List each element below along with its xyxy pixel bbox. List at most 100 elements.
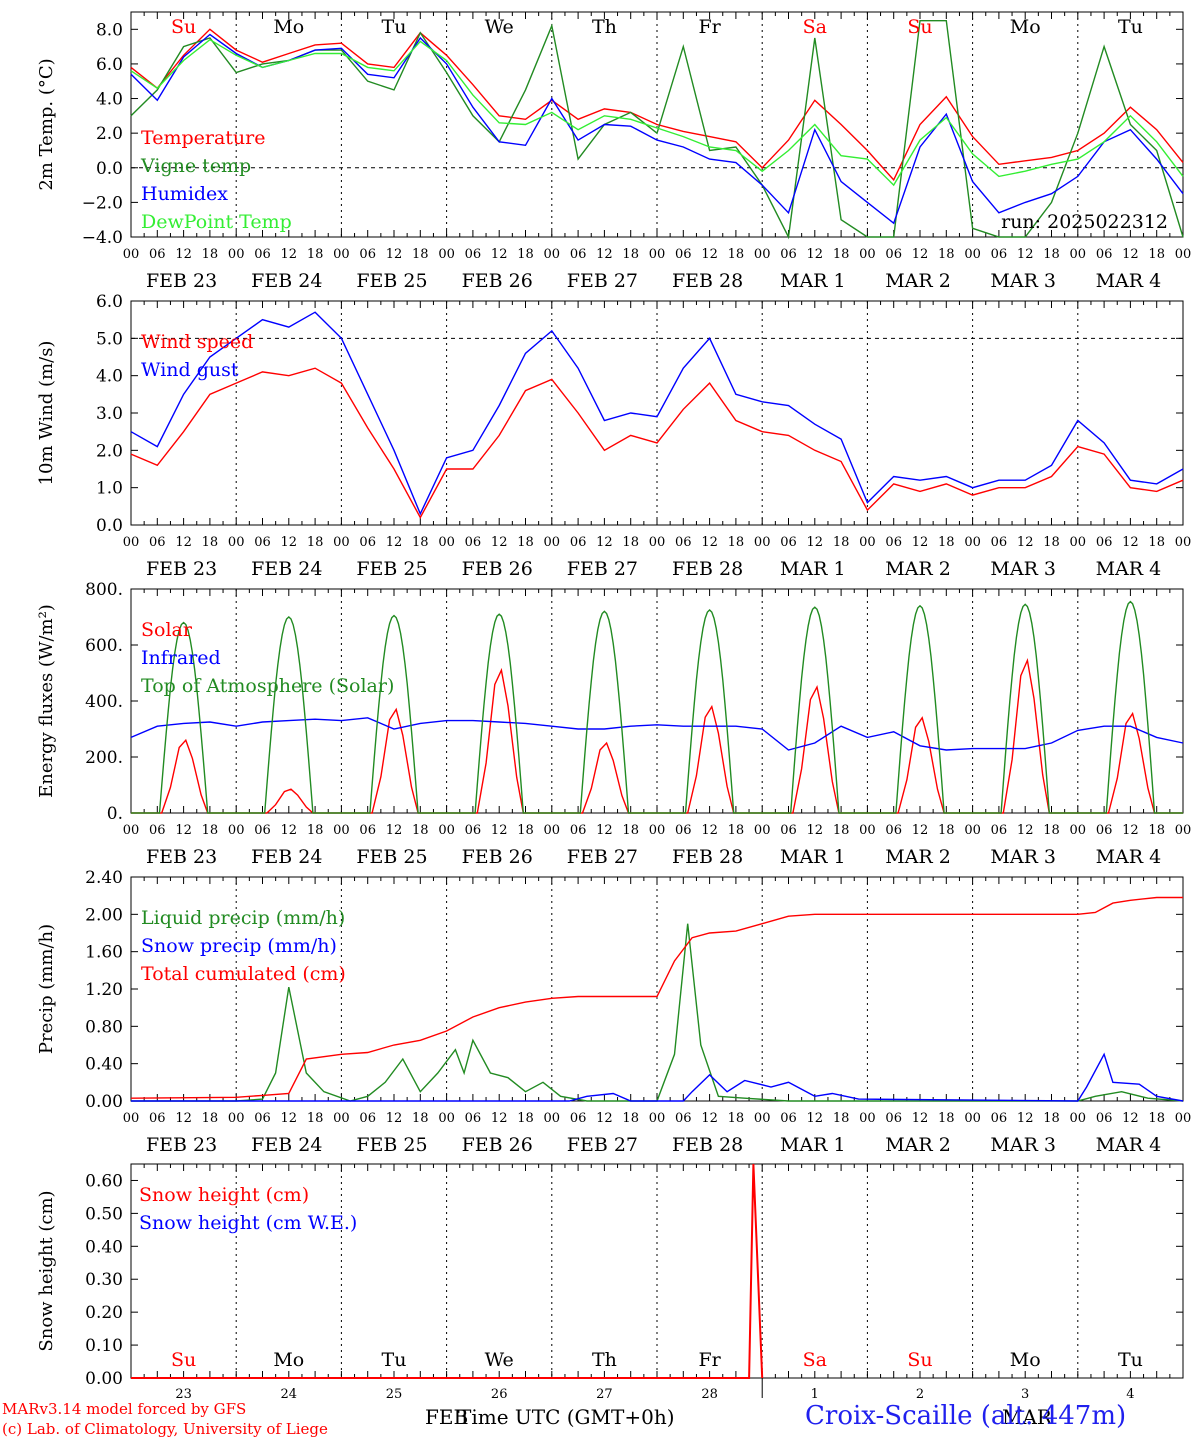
panel1-hour-tick-label: 06: [1096, 247, 1113, 262]
panel4-hour-tick-label: 06: [991, 1111, 1008, 1126]
panel1-y-tick-label: 4.0: [96, 90, 123, 110]
panel4-day-label: FEB 28: [672, 1134, 743, 1156]
panel3-hour-tick-label: 00: [1070, 823, 1087, 838]
panel4-series-snow-precip-mm-h-: [131, 1052, 1184, 1102]
panel3-day-label: MAR 2: [885, 846, 951, 868]
panel1-hour-tick-label: 06: [885, 247, 902, 262]
panel1-hour-tick-label: 18: [728, 247, 745, 262]
panel3-hour-tick-label: 06: [570, 823, 587, 838]
panel4-hour-tick-label: 12: [491, 1111, 508, 1126]
panel1-hour-tick-label: 06: [780, 247, 797, 262]
snow-panel-day-number: 3: [1021, 1387, 1029, 1402]
panel4-hour-tick-label: 00: [859, 1111, 876, 1126]
panel2-hour-tick-label: 12: [807, 535, 824, 550]
panel4-day-label: FEB 23: [146, 1134, 217, 1156]
panel3-hour-tick-label: 18: [307, 823, 324, 838]
panel2-hour-tick-label: 06: [1096, 535, 1113, 550]
panel4-hour-tick-label: 00: [964, 1111, 981, 1126]
panel5-legend-entry: Snow height (cm W.E.): [139, 1212, 357, 1234]
snow-panel-day-number: 24: [281, 1387, 298, 1402]
panel4-hour-tick-label: 00: [123, 1111, 140, 1126]
panel1-day-label: MAR 4: [1096, 270, 1162, 292]
panel3-day-label: MAR 4: [1096, 846, 1162, 868]
panel4-day-label: MAR 1: [780, 1134, 846, 1156]
weekday-label: Tu: [382, 16, 407, 38]
panel2-hour-tick-label: 12: [1017, 535, 1034, 550]
panel4-legend-entry: Snow precip (mm/h): [141, 935, 337, 957]
panel4-hour-tick-label: 12: [1122, 1111, 1139, 1126]
panel3-legend-entry: Infrared: [141, 647, 221, 669]
panel2-day-label: FEB 27: [567, 558, 638, 580]
panel2-hour-tick-label: 06: [780, 535, 797, 550]
snow-panel-day-number: 2: [916, 1387, 924, 1402]
snow-panel-weekday: Mo: [1010, 1349, 1041, 1371]
panel3-y-tick-label: 600.: [85, 636, 123, 656]
panel3-hour-tick-label: 12: [1017, 823, 1034, 838]
panel4-hour-tick-label: 12: [701, 1111, 718, 1126]
panel3-hour-tick-label: 00: [544, 823, 561, 838]
panel2-hour-tick-label: 18: [307, 535, 324, 550]
panel3-legend-entry: Top of Atmosphere (Solar): [141, 675, 394, 697]
panel5-y-tick-label: 0.30: [85, 1270, 123, 1290]
panel3-hour-tick-label: 18: [412, 823, 429, 838]
panel1-hour-tick-label: 00: [123, 247, 140, 262]
panel3-day-label: FEB 23: [146, 846, 217, 868]
panel3-hour-tick-label: 06: [359, 823, 376, 838]
panel1-hour-tick-label: 12: [701, 247, 718, 262]
snow-panel-day-number: 26: [491, 1387, 508, 1402]
panel1-y-tick-label: 8.0: [96, 20, 123, 40]
panel1-hour-tick-label: 12: [1017, 247, 1034, 262]
panel4-day-label: MAR 4: [1096, 1134, 1162, 1156]
panel1-hour-tick-label: 06: [465, 247, 482, 262]
panel1-hour-tick-label: 00: [438, 247, 455, 262]
panel4-y-axis-label: Precip (mm/h): [36, 924, 57, 1054]
panel2-hour-tick-label: 12: [386, 535, 403, 550]
panel3-hour-tick-label: 00: [649, 823, 666, 838]
panel4-hour-tick-label: 00: [544, 1111, 561, 1126]
panel2-hour-tick-label: 18: [1043, 535, 1060, 550]
panel3-hour-tick-label: 18: [517, 823, 534, 838]
panel3-y-tick-label: 200.: [85, 748, 123, 768]
panel1-hour-tick-label: 00: [1175, 247, 1192, 262]
panel2-y-tick-label: 4.0: [96, 367, 123, 387]
panel1-hour-tick-label: 12: [807, 247, 824, 262]
panel2-hour-tick-label: 18: [517, 535, 534, 550]
panel3-hour-tick-label: 06: [991, 823, 1008, 838]
panel3-y-tick-label: 800.: [85, 580, 123, 600]
panel4-hour-tick-label: 18: [307, 1111, 324, 1126]
panel3-y-tick-label: 400.: [85, 692, 123, 712]
panel1-hour-tick-label: 06: [149, 247, 166, 262]
panel4-hour-tick-label: 12: [807, 1111, 824, 1126]
panel2-hour-tick-label: 00: [438, 535, 455, 550]
panel2-y-tick-label: 2.0: [96, 441, 123, 461]
panel5-y-tick-label: 0.10: [85, 1336, 123, 1356]
panel4-day-label: FEB 24: [251, 1134, 322, 1156]
panel2-hour-tick-label: 06: [991, 535, 1008, 550]
panel4-day-label: FEB 27: [567, 1134, 638, 1156]
panel4-hour-tick-label: 18: [1148, 1111, 1165, 1126]
panel4-hour-tick-label: 18: [202, 1111, 219, 1126]
panel2-hour-tick-label: 12: [701, 535, 718, 550]
panel4-hour-tick-label: 12: [281, 1111, 298, 1126]
panel2-hour-tick-label: 00: [228, 535, 245, 550]
model-credit: MARv3.14 model forced by GFS: [2, 1400, 247, 1418]
panel1-run-label: run: 2025022312: [1001, 211, 1168, 233]
panel5-y-tick-label: 0.40: [85, 1237, 123, 1257]
panel2-day-label: FEB 28: [672, 558, 743, 580]
x-month-right: MAR: [1002, 1405, 1052, 1429]
panel4-y-tick-label: 0.80: [85, 1017, 123, 1037]
panel2-hour-tick-label: 06: [149, 535, 166, 550]
panel2-hour-tick-label: 00: [859, 535, 876, 550]
snow-panel-day-number: 25: [386, 1387, 403, 1402]
panel2-hour-tick-label: 18: [833, 535, 850, 550]
panel1-y-tick-label: 2.0: [96, 124, 123, 144]
panel2-day-label: FEB 25: [356, 558, 427, 580]
weekday-label: Th: [592, 16, 617, 38]
panel1-y-tick-label: −4.0: [82, 228, 123, 248]
panel3-day-label: FEB 24: [251, 846, 322, 868]
panel2-hour-tick-label: 12: [281, 535, 298, 550]
panel1-hour-tick-label: 18: [307, 247, 324, 262]
panel1-legend-entry: Vigne temp: [140, 155, 251, 177]
panel2-hour-tick-label: 06: [359, 535, 376, 550]
snow-panel-day-number: 4: [1126, 1387, 1134, 1402]
